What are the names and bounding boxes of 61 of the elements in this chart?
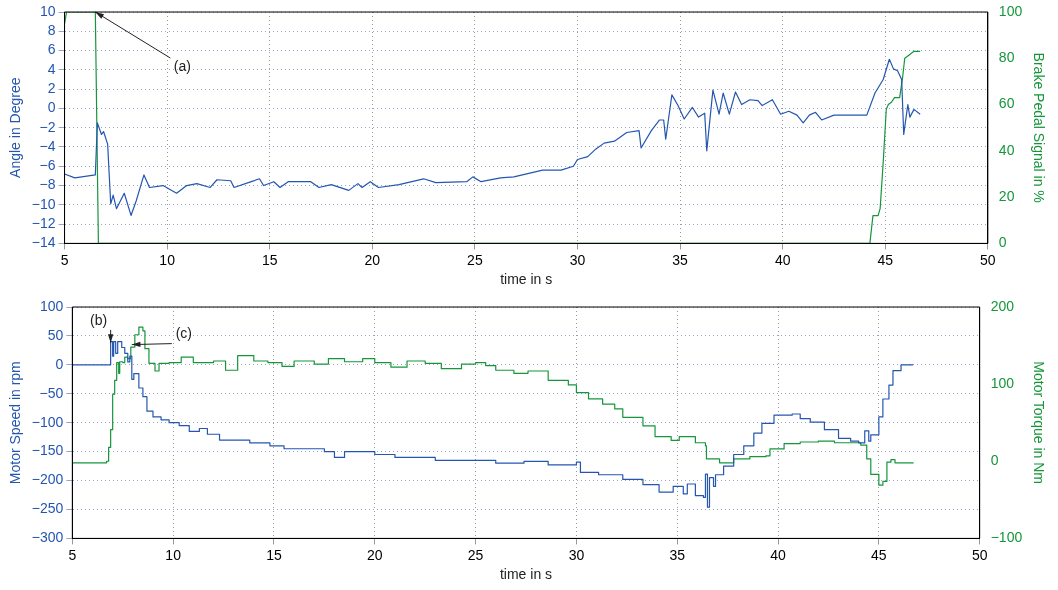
y2-axis-title: Motor Torque in Nm — [1030, 361, 1047, 485]
y-tick-label: −200 — [31, 471, 64, 488]
x-tick-label: 30 — [569, 251, 586, 268]
y2-tick-label: 100 — [998, 2, 1023, 19]
x-tick-label: 20 — [366, 546, 383, 563]
y-tick-label: −14 — [31, 234, 56, 251]
y-tick-label: −250 — [31, 500, 64, 517]
y2-tick-label: 0 — [990, 452, 999, 469]
y-tick-label: 10 — [39, 2, 56, 19]
x-tick-label: 50 — [971, 546, 988, 563]
annotation: (b) — [90, 311, 108, 328]
y-tick-label: −10 — [31, 195, 56, 212]
y-tick-label: −8 — [39, 176, 56, 193]
x-tick-label: 40 — [774, 251, 791, 268]
y-axis-title: Angle in Degree — [7, 77, 24, 178]
y-tick-label: −4 — [39, 137, 56, 154]
annotation: (c) — [175, 325, 192, 342]
y-tick-label: −12 — [31, 214, 56, 231]
y2-tick-label: 0 — [998, 234, 1007, 251]
y-tick-label: −150 — [31, 442, 64, 459]
x-tick-label: 50 — [980, 251, 996, 268]
y-tick-label: −6 — [39, 157, 56, 174]
x-tick-label: 5 — [60, 251, 69, 268]
x-tick-label: 15 — [266, 546, 282, 563]
y2-tick-label: 60 — [998, 95, 1015, 112]
y-tick-label: 100 — [39, 297, 64, 314]
x-tick-label: 25 — [467, 546, 484, 563]
x-tick-label: 25 — [467, 251, 483, 268]
y-tick-label: 0 — [55, 355, 64, 372]
x-tick-label: 15 — [261, 251, 278, 268]
y-tick-label: 6 — [47, 41, 56, 58]
x-tick-label: 30 — [568, 546, 585, 563]
x-axis-title: time in s — [500, 271, 553, 288]
y-tick-label: −300 — [31, 529, 64, 546]
y-tick-label: 2 — [47, 79, 56, 96]
y-tick-label: 4 — [47, 60, 56, 77]
y2-tick-label: 80 — [998, 49, 1015, 66]
annotation: (a) — [173, 57, 191, 74]
x-tick-label: 45 — [877, 251, 894, 268]
y2-tick-label: 200 — [990, 297, 1015, 314]
y2-tick-label: 100 — [990, 374, 1015, 391]
x-tick-label: 10 — [159, 251, 176, 268]
x-tick-label: 40 — [770, 546, 787, 563]
y-tick-label: 8 — [47, 22, 56, 39]
y-tick-label: −50 — [39, 384, 64, 401]
y-tick-label: −100 — [31, 413, 64, 430]
y2-tick-label: 40 — [998, 141, 1015, 158]
y2-axis-title: Brake Pedal Signal in % — [1030, 52, 1047, 203]
y2-tick-label: 20 — [998, 187, 1015, 204]
y-axis-title: Motor Speed in rpm — [7, 361, 24, 485]
x-tick-label: 10 — [165, 546, 182, 563]
x-tick-label: 5 — [68, 546, 77, 563]
y-tick-label: 50 — [47, 326, 64, 343]
y-tick-label: 0 — [47, 99, 56, 116]
x-tick-label: 45 — [871, 546, 887, 563]
y2-tick-label: −100 — [990, 529, 1023, 546]
y-tick-label: −2 — [39, 118, 56, 135]
x-tick-label: 35 — [672, 251, 689, 268]
x-tick-label: 20 — [364, 251, 381, 268]
x-tick-label: 35 — [669, 546, 686, 563]
x-axis-title: time in s — [499, 566, 553, 583]
